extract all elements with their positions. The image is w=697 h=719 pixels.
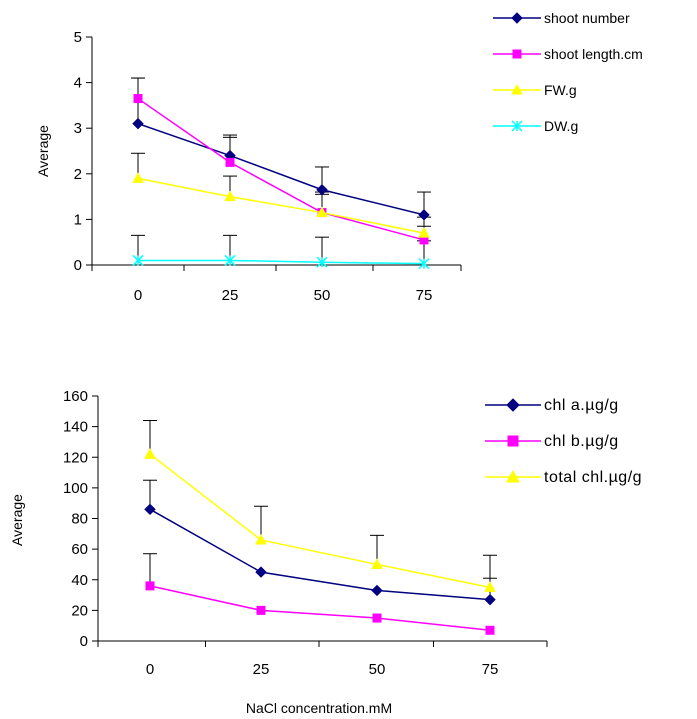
series-line-1: [137, 97, 425, 241]
x-tick-label: 25: [253, 661, 270, 678]
legend-label: total chl.µg/g: [544, 469, 642, 486]
y-axis-title: Average: [35, 125, 51, 177]
series-line-1: [149, 585, 491, 632]
x-tick-label: 50: [369, 661, 386, 678]
y-axis-title: Average: [9, 494, 25, 546]
y-tick-label: 20: [71, 602, 88, 619]
legend-marker: [506, 398, 520, 412]
data-point-s0-2: [371, 584, 383, 597]
series-line-3: [138, 259, 425, 265]
data-point-s2-3: [418, 227, 430, 238]
series-line-0: [137, 122, 425, 216]
y-tick-label: 0: [80, 633, 88, 650]
x-tick-label: 0: [146, 661, 154, 678]
x-tick-label: 75: [416, 287, 433, 304]
y-tick-label: 140: [63, 419, 88, 436]
data-point-s3-0: [132, 254, 144, 266]
x-tick-label: 50: [314, 287, 331, 304]
data-point-s1-0: [145, 581, 155, 591]
data-point-s2-1: [255, 533, 267, 545]
data-point-s2-1: [224, 190, 236, 202]
data-point-s0-3: [484, 593, 496, 606]
data-point-s0-2: [316, 184, 328, 196]
data-point-s3-2: [316, 256, 328, 268]
series-line-0: [149, 508, 491, 601]
legend-marker: [507, 435, 519, 447]
y-tick-label: 3: [74, 120, 82, 137]
x-axis-title: NaCl concentration.mM: [246, 700, 392, 716]
data-point-s2-0: [132, 172, 144, 183]
legend-marker: [511, 120, 523, 132]
data-point-s0-3: [418, 209, 430, 221]
y-tick-label: 4: [74, 75, 82, 92]
legend-label: FW.g: [544, 82, 577, 98]
legend-label: shoot number: [544, 10, 630, 26]
data-point-s1-0: [133, 94, 143, 104]
data-point-s2-2: [371, 558, 383, 569]
y-tick-label: 1: [74, 211, 82, 228]
y-tick-label: 2: [74, 166, 82, 183]
y-tick-label: 120: [63, 449, 88, 466]
legend-marker: [506, 469, 520, 483]
data-point-s0-0: [132, 117, 144, 130]
data-point-s0-1: [255, 566, 267, 578]
data-point-s1-2: [372, 613, 382, 623]
data-point-s1-3: [485, 625, 495, 635]
series-line-2: [149, 453, 491, 589]
data-point-s0-0: [144, 503, 156, 516]
y-tick-label: 0: [74, 257, 82, 274]
data-point-s1-1: [256, 605, 266, 615]
data-point-s2-0: [144, 448, 156, 459]
y-tick-label: 100: [63, 480, 88, 497]
y-tick-label: 60: [71, 541, 88, 558]
legend-label: DW.g: [544, 118, 578, 134]
data-point-s1-1: [225, 157, 235, 167]
x-tick-label: 25: [222, 287, 239, 304]
y-tick-label: 5: [74, 29, 82, 46]
legend-marker: [512, 49, 522, 59]
legend-marker: [511, 83, 523, 95]
x-tick-label: 75: [482, 661, 499, 678]
data-point-s2-2: [316, 206, 328, 218]
y-tick-label: 80: [71, 511, 88, 528]
legend-marker: [511, 12, 523, 24]
y-tick-label: 40: [71, 572, 88, 589]
data-point-s2-3: [484, 581, 496, 592]
legend-label: shoot length.cm: [544, 46, 643, 62]
legend-label: chl b.µg/g: [544, 433, 619, 450]
data-point-s3-3: [418, 258, 430, 270]
chart-2: 0 20 40 60 80 100 120 140 160 0 25 50 75 Average NaCl …: [9, 388, 642, 716]
data-point-s3-1: [224, 254, 236, 266]
series-line-2: [137, 177, 425, 234]
y-tick-label: 160: [63, 388, 88, 405]
x-tick-label: 0: [134, 287, 142, 304]
legend-label: chl a.µg/g: [544, 397, 619, 414]
